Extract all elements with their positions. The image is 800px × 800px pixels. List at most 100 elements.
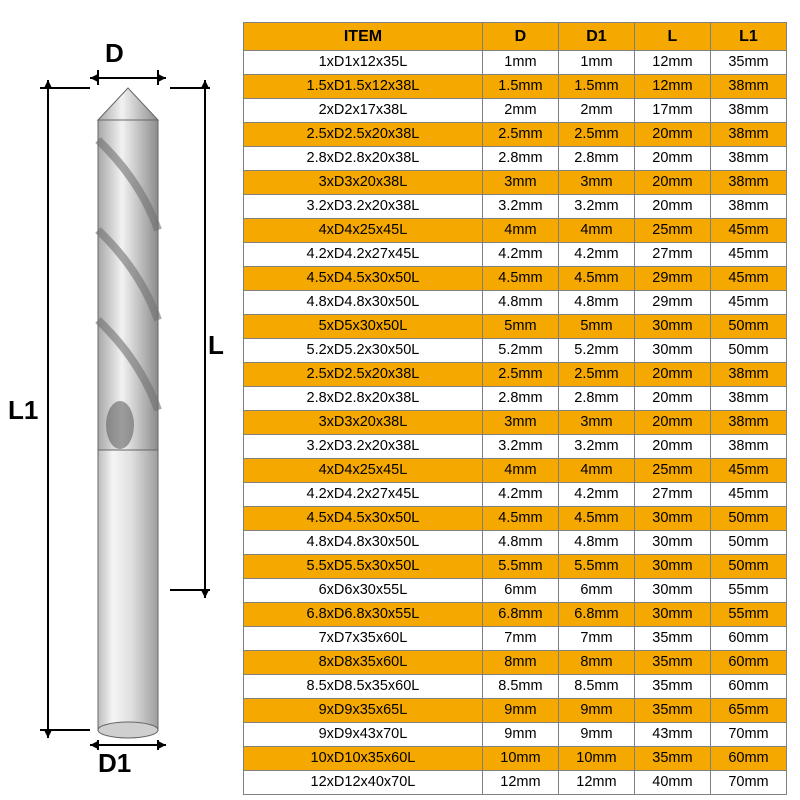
cell-d1: 3.2mm — [558, 435, 634, 459]
cell-l: 20mm — [634, 147, 710, 171]
table-row: 2.5xD2.5x20x38L2.5mm2.5mm20mm38mm — [244, 363, 787, 387]
cell-item: 2xD2x17x38L — [244, 99, 483, 123]
cell-d: 2.5mm — [482, 123, 558, 147]
cell-l1: 38mm — [710, 99, 786, 123]
cell-item: 2.8xD2.8x20x38L — [244, 387, 483, 411]
cell-d1: 7mm — [558, 627, 634, 651]
cell-item: 7xD7x35x60L — [244, 627, 483, 651]
table-row: 12xD12x40x70L12mm12mm40mm70mm — [244, 771, 787, 795]
cell-d: 3mm — [482, 171, 558, 195]
cell-d: 5.5mm — [482, 555, 558, 579]
cell-item: 6xD6x30x55L — [244, 579, 483, 603]
cell-l: 12mm — [634, 51, 710, 75]
cell-d1: 12mm — [558, 771, 634, 795]
cell-l: 20mm — [634, 123, 710, 147]
cell-l: 20mm — [634, 195, 710, 219]
col-header-d: D — [482, 23, 558, 51]
cell-d: 4.8mm — [482, 291, 558, 315]
cell-l1: 38mm — [710, 123, 786, 147]
cell-item: 5.2xD5.2x30x50L — [244, 339, 483, 363]
col-header-d1: D1 — [558, 23, 634, 51]
table-row: 4.2xD4.2x27x45L4.2mm4.2mm27mm45mm — [244, 483, 787, 507]
table-row: 10xD10x35x60L10mm10mm35mm60mm — [244, 747, 787, 771]
cell-l1: 38mm — [710, 435, 786, 459]
cell-l: 20mm — [634, 171, 710, 195]
dim-label-l1: L1 — [8, 395, 38, 426]
cell-d: 9mm — [482, 723, 558, 747]
cell-d1: 9mm — [558, 699, 634, 723]
cell-item: 2.5xD2.5x20x38L — [244, 123, 483, 147]
cell-d1: 8mm — [558, 651, 634, 675]
cell-l: 35mm — [634, 699, 710, 723]
cell-l: 27mm — [634, 243, 710, 267]
table-row: 4.8xD4.8x30x50L4.8mm4.8mm29mm45mm — [244, 291, 787, 315]
cell-l1: 60mm — [710, 747, 786, 771]
table-row: 3xD3x20x38L3mm3mm20mm38mm — [244, 171, 787, 195]
cell-d1: 4mm — [558, 459, 634, 483]
cell-l: 30mm — [634, 579, 710, 603]
table-row: 2xD2x17x38L2mm2mm17mm38mm — [244, 99, 787, 123]
cell-d1: 4.2mm — [558, 243, 634, 267]
cell-l: 30mm — [634, 531, 710, 555]
cell-d1: 9mm — [558, 723, 634, 747]
cell-d: 6.8mm — [482, 603, 558, 627]
table-row: 4.8xD4.8x30x50L4.8mm4.8mm30mm50mm — [244, 531, 787, 555]
cell-item: 9xD9x35x65L — [244, 699, 483, 723]
cell-item: 3xD3x20x38L — [244, 411, 483, 435]
table-row: 7xD7x35x60L7mm7mm35mm60mm — [244, 627, 787, 651]
cell-d: 5mm — [482, 315, 558, 339]
dim-label-l: L — [208, 330, 224, 361]
table-row: 4.2xD4.2x27x45L4.2mm4.2mm27mm45mm — [244, 243, 787, 267]
cell-d: 2.5mm — [482, 363, 558, 387]
cell-d: 7mm — [482, 627, 558, 651]
cell-d1: 5.2mm — [558, 339, 634, 363]
cell-l: 25mm — [634, 219, 710, 243]
cell-item: 10xD10x35x60L — [244, 747, 483, 771]
cell-item: 9xD9x43x70L — [244, 723, 483, 747]
cell-l1: 38mm — [710, 411, 786, 435]
cell-item: 8xD8x35x60L — [244, 651, 483, 675]
cell-l1: 38mm — [710, 195, 786, 219]
cell-l1: 50mm — [710, 555, 786, 579]
cell-d1: 8.5mm — [558, 675, 634, 699]
cell-l1: 50mm — [710, 315, 786, 339]
cell-d: 3.2mm — [482, 195, 558, 219]
table-row: 4.5xD4.5x30x50L4.5mm4.5mm30mm50mm — [244, 507, 787, 531]
cell-item: 4.8xD4.8x30x50L — [244, 291, 483, 315]
cell-l: 40mm — [634, 771, 710, 795]
cell-d1: 4.8mm — [558, 291, 634, 315]
cell-d: 4.2mm — [482, 483, 558, 507]
cell-d: 1mm — [482, 51, 558, 75]
cell-item: 3.2xD3.2x20x38L — [244, 435, 483, 459]
cell-d1: 1mm — [558, 51, 634, 75]
spec-table-header-row: ITEM D D1 L L1 — [244, 23, 787, 51]
spec-table-body: 1xD1x12x35L1mm1mm12mm35mm1.5xD1.5x12x38L… — [244, 51, 787, 795]
dim-label-d1: D1 — [98, 748, 131, 779]
cell-d1: 1.5mm — [558, 75, 634, 99]
cell-d: 3.2mm — [482, 435, 558, 459]
cell-l: 12mm — [634, 75, 710, 99]
cell-item: 4xD4x25x45L — [244, 219, 483, 243]
cell-item: 1xD1x12x35L — [244, 51, 483, 75]
cell-l1: 45mm — [710, 291, 786, 315]
cell-l: 17mm — [634, 99, 710, 123]
table-row: 1.5xD1.5x12x38L1.5mm1.5mm12mm38mm — [244, 75, 787, 99]
table-row: 3xD3x20x38L3mm3mm20mm38mm — [244, 411, 787, 435]
table-row: 6xD6x30x55L6mm6mm30mm55mm — [244, 579, 787, 603]
cell-d: 8mm — [482, 651, 558, 675]
cell-d: 6mm — [482, 579, 558, 603]
cell-d1: 6.8mm — [558, 603, 634, 627]
cell-d: 1.5mm — [482, 75, 558, 99]
cell-item: 4.5xD4.5x30x50L — [244, 267, 483, 291]
cell-item: 4.2xD4.2x27x45L — [244, 483, 483, 507]
col-header-l: L — [634, 23, 710, 51]
cell-l: 20mm — [634, 435, 710, 459]
cell-d1: 2.8mm — [558, 147, 634, 171]
table-row: 4.5xD4.5x30x50L4.5mm4.5mm29mm45mm — [244, 267, 787, 291]
cell-d1: 4mm — [558, 219, 634, 243]
cell-l1: 38mm — [710, 363, 786, 387]
cell-l: 35mm — [634, 675, 710, 699]
cell-item: 6.8xD6.8x30x55L — [244, 603, 483, 627]
cell-item: 4.2xD4.2x27x45L — [244, 243, 483, 267]
cell-d: 4mm — [482, 219, 558, 243]
